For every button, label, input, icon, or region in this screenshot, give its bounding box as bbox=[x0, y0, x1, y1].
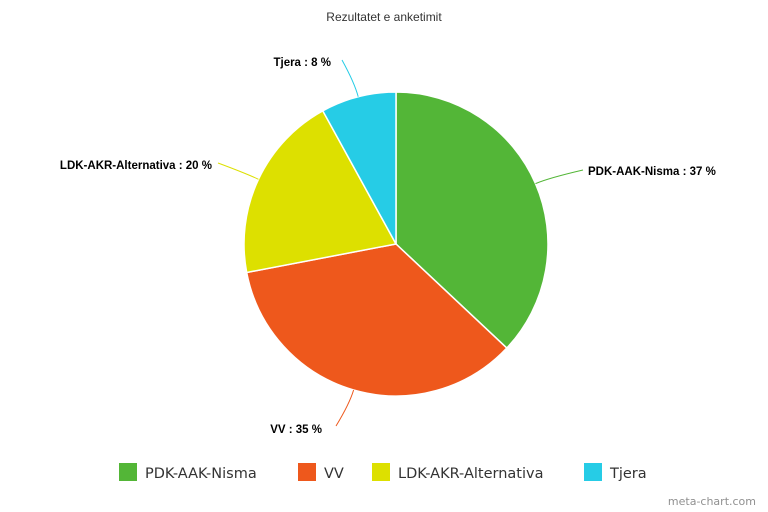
legend-item-tjera[interactable]: Tjera bbox=[584, 463, 647, 482]
slice-label-tjera: Tjera : 8 % bbox=[273, 57, 331, 69]
legend-item-ldk-akr-alternativa[interactable]: LDK-AKR-Alternativa bbox=[372, 463, 544, 482]
slice-label-vv: VV : 35 % bbox=[270, 424, 322, 436]
label-connectors bbox=[217, 59, 584, 427]
connector-ldk-akr-alternativa bbox=[217, 162, 259, 180]
slice-label-ldk-akr-alternativa: LDK-AKR-Alternativa : 20 % bbox=[60, 160, 212, 172]
legend-label-vv: VV bbox=[324, 466, 344, 482]
connector-pdk-aak-nisma bbox=[535, 169, 584, 185]
legend: PDK-AAK-Nisma VV LDK-AKR-Alternativa Tje… bbox=[119, 463, 647, 482]
connector-vv bbox=[335, 389, 355, 427]
legend-swatch-vv bbox=[298, 463, 316, 481]
legend-label-ldk-akr-alternativa: LDK-AKR-Alternativa bbox=[398, 466, 544, 482]
pie-slice-vv[interactable] bbox=[245, 243, 508, 397]
pie-slices bbox=[243, 91, 549, 397]
slice-label-pdk-aak-nisma: PDK-AAK-Nisma : 37 % bbox=[588, 166, 716, 178]
chart-title: Rezultatet e anketimit bbox=[326, 10, 442, 24]
legend-label-tjera: Tjera bbox=[609, 466, 647, 482]
pie-slice-ldk-akr-alternativa[interactable] bbox=[243, 109, 398, 274]
legend-swatch-pdk-aak-nisma bbox=[119, 463, 137, 481]
legend-item-pdk-aak-nisma[interactable]: PDK-AAK-Nisma bbox=[119, 463, 257, 482]
connector-tjera bbox=[341, 59, 359, 97]
legend-label-pdk-aak-nisma: PDK-AAK-Nisma bbox=[145, 466, 257, 482]
credit-text[interactable]: meta-chart.com bbox=[668, 495, 756, 508]
pie-slice-pdk-aak-nisma[interactable] bbox=[395, 91, 549, 350]
legend-item-vv[interactable]: VV bbox=[298, 463, 344, 482]
legend-swatch-tjera bbox=[584, 463, 602, 481]
legend-swatch-ldk-akr-alternativa bbox=[372, 463, 390, 481]
